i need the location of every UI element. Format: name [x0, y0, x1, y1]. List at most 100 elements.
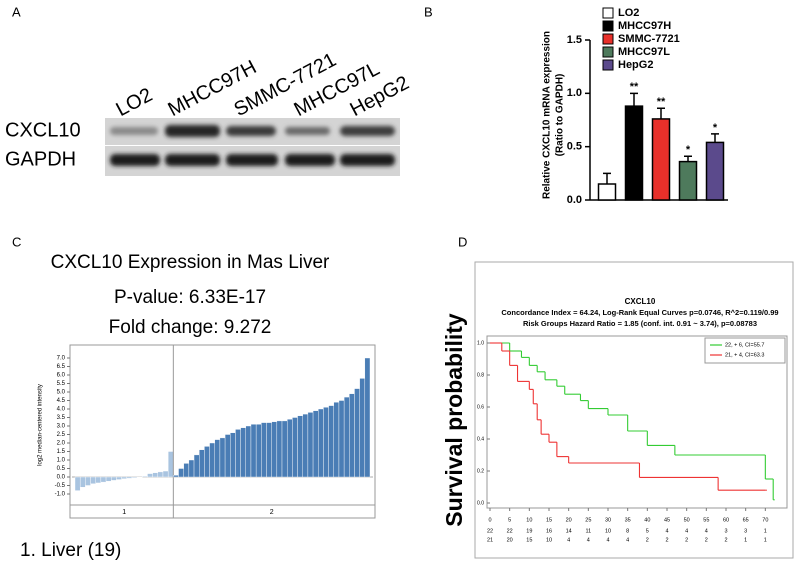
- y-tick-label: 0.0: [477, 500, 484, 506]
- band: [285, 154, 335, 166]
- bar: [131, 476, 138, 479]
- panel-label: D: [458, 234, 467, 249]
- y-tick-label: 1.5: [57, 449, 66, 455]
- band: [165, 125, 220, 137]
- x-tick-label: 35: [625, 517, 631, 523]
- at-risk-count: 19: [526, 528, 532, 534]
- bar: [250, 424, 257, 478]
- y-tick-label: 0.0: [567, 194, 582, 206]
- bar: [204, 446, 210, 478]
- bar: [209, 442, 215, 478]
- at-risk-count: 4: [587, 537, 590, 543]
- bar: [245, 425, 252, 478]
- y-tick-label: 1.0: [57, 458, 66, 464]
- at-risk-count: 20: [507, 537, 513, 543]
- bar: [705, 141, 725, 201]
- at-risk-count: 4: [705, 528, 708, 534]
- bar: [307, 412, 314, 478]
- plot-area: [486, 335, 788, 509]
- chart-title: CXCL10 Expression in Mas Liver: [51, 252, 330, 273]
- bar: [271, 421, 278, 478]
- at-risk-count: 16: [546, 528, 552, 534]
- at-risk-count: 4: [567, 537, 570, 543]
- at-risk-count: 1: [764, 537, 767, 543]
- bar: [188, 459, 195, 478]
- y-tick-label: 0.8: [477, 372, 484, 378]
- bar: [359, 378, 366, 478]
- western-blot: CXCL10 GAPDH LO2 MHCC97H SMMC-7721 MHCC9…: [5, 49, 413, 176]
- bar: [286, 419, 293, 478]
- legend-swatch: [602, 7, 614, 19]
- at-risk-count: 10: [605, 528, 611, 534]
- legend-swatch: [602, 46, 614, 58]
- chart-subtitle: P-value: 6.33E-17: [114, 287, 266, 308]
- legend-label: SMMC-7721: [618, 33, 680, 45]
- bar: [678, 160, 698, 201]
- band: [226, 154, 278, 166]
- bar: [333, 402, 340, 478]
- blot-row-label: GAPDH: [5, 148, 76, 170]
- bar: [261, 422, 267, 478]
- y-tick-label: 5.0: [57, 390, 66, 396]
- bar: [147, 473, 153, 478]
- bar: [235, 429, 241, 478]
- bar: [624, 105, 644, 201]
- x-tick-label: 50: [684, 517, 690, 523]
- at-risk-count: 4: [626, 537, 629, 543]
- y-tick-label: 0.6: [477, 404, 484, 410]
- y-tick-label: 4.5: [57, 398, 66, 404]
- at-risk-count: 1: [744, 537, 747, 543]
- y-axis-label: (Ratio to GAPDH): [555, 74, 566, 157]
- at-risk-count: 3: [724, 528, 727, 534]
- panel-label: A: [12, 4, 21, 19]
- y-tick-label: 6.5: [57, 364, 66, 370]
- legend-swatch: [602, 20, 614, 32]
- panel-label: C: [12, 234, 21, 249]
- legend-swatch: [602, 33, 614, 45]
- x-tick-label: 70: [762, 517, 768, 523]
- bar: [162, 470, 169, 478]
- error-bar: [657, 107, 665, 119]
- x-tick-label: 20: [566, 517, 572, 523]
- error-bar: [603, 172, 611, 184]
- band: [110, 127, 158, 135]
- chart-subtitle: Fold change: 9.272: [109, 317, 272, 338]
- bar: [111, 476, 117, 481]
- legend-label: 1. Liver (19): [20, 540, 121, 561]
- bar: [266, 422, 272, 478]
- at-risk-count: 3: [744, 528, 747, 534]
- band: [340, 126, 395, 136]
- blot-row-label: CXCL10: [5, 119, 81, 141]
- chart-subtitle: Concordance Index = 64.24, Log-Rank Equa…: [501, 308, 778, 317]
- bar: [193, 454, 200, 478]
- bar: [230, 432, 236, 478]
- band: [226, 126, 276, 136]
- x-tick-label: 15: [546, 517, 552, 523]
- legend-label: HepG2: [618, 59, 653, 71]
- error-bar: [711, 133, 719, 143]
- band: [110, 154, 160, 166]
- x-tick-label: 40: [644, 517, 650, 523]
- bar: [597, 183, 617, 201]
- significance: **: [657, 96, 666, 108]
- band: [340, 154, 395, 166]
- y-tick-label: 4.0: [57, 407, 66, 413]
- at-risk-count: 2: [685, 537, 688, 543]
- y-tick-label: 0.5: [57, 466, 66, 472]
- at-risk-count: 14: [566, 528, 572, 534]
- bar: [214, 439, 221, 478]
- bar: [297, 415, 303, 478]
- bar: [255, 424, 262, 478]
- at-risk-count: 4: [665, 528, 668, 534]
- legend-label: MHCC97L: [618, 46, 670, 58]
- bar: [178, 468, 184, 478]
- y-axis-label: Survival probability: [441, 313, 467, 527]
- at-risk-count: 1: [764, 528, 767, 534]
- bar: [281, 420, 288, 478]
- at-risk-count: 5: [646, 528, 649, 534]
- x-tick-label: 25: [585, 517, 591, 523]
- bar: [354, 388, 360, 478]
- y-axis-label: Relative CXCL10 mRNA expression: [542, 31, 553, 199]
- bar: [199, 449, 205, 478]
